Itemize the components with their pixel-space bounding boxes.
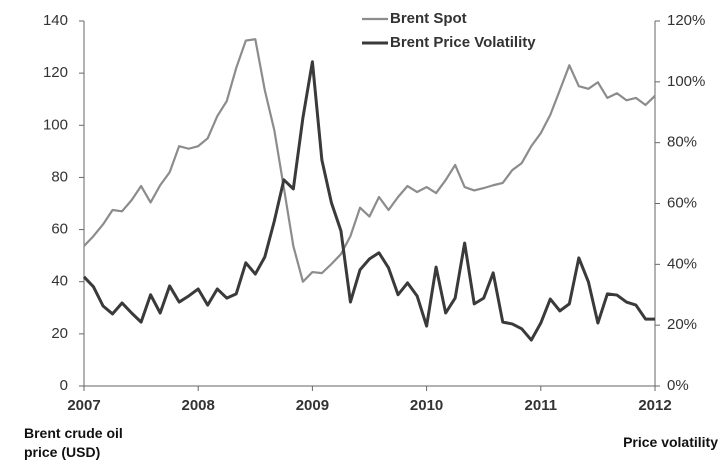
x-tick-label: 2009 xyxy=(296,397,329,414)
y-axis-label: Brent crude oil price (USD) xyxy=(24,425,123,460)
y2-tick-label: 80% xyxy=(667,134,697,151)
series-line xyxy=(83,38,656,283)
x-tick-label: 2010 xyxy=(410,397,443,414)
y2-axis-label: Price volatility xyxy=(623,434,718,450)
y2-tick-label: 120% xyxy=(667,12,705,29)
y2-tick-label: 20% xyxy=(667,316,697,333)
legend-label: Brent Price Volatility xyxy=(390,34,536,51)
x-tick-label: 2012 xyxy=(638,397,671,414)
y-tick-label: 140 xyxy=(43,12,68,29)
y-tick-label: 40 xyxy=(51,273,68,290)
y-tick-label: 100 xyxy=(43,116,68,133)
y-tick-label: 120 xyxy=(43,64,68,81)
y2-tick-label: 100% xyxy=(667,73,705,90)
y-tick-label: 60 xyxy=(51,221,68,238)
x-tick-label: 2011 xyxy=(525,397,558,414)
y2-tick-label: 40% xyxy=(667,255,697,272)
x-tick-label: 2007 xyxy=(67,397,100,414)
y-tick-label: 20 xyxy=(51,325,68,342)
y-tick-label: 0 xyxy=(60,377,68,394)
series-line xyxy=(82,60,655,342)
y2-tick-label: 0% xyxy=(667,377,689,394)
legend-label: Brent Spot xyxy=(390,10,467,27)
y2-tick-label: 60% xyxy=(667,194,697,211)
y-tick-label: 80 xyxy=(51,168,68,185)
x-tick-label: 2008 xyxy=(182,397,215,414)
